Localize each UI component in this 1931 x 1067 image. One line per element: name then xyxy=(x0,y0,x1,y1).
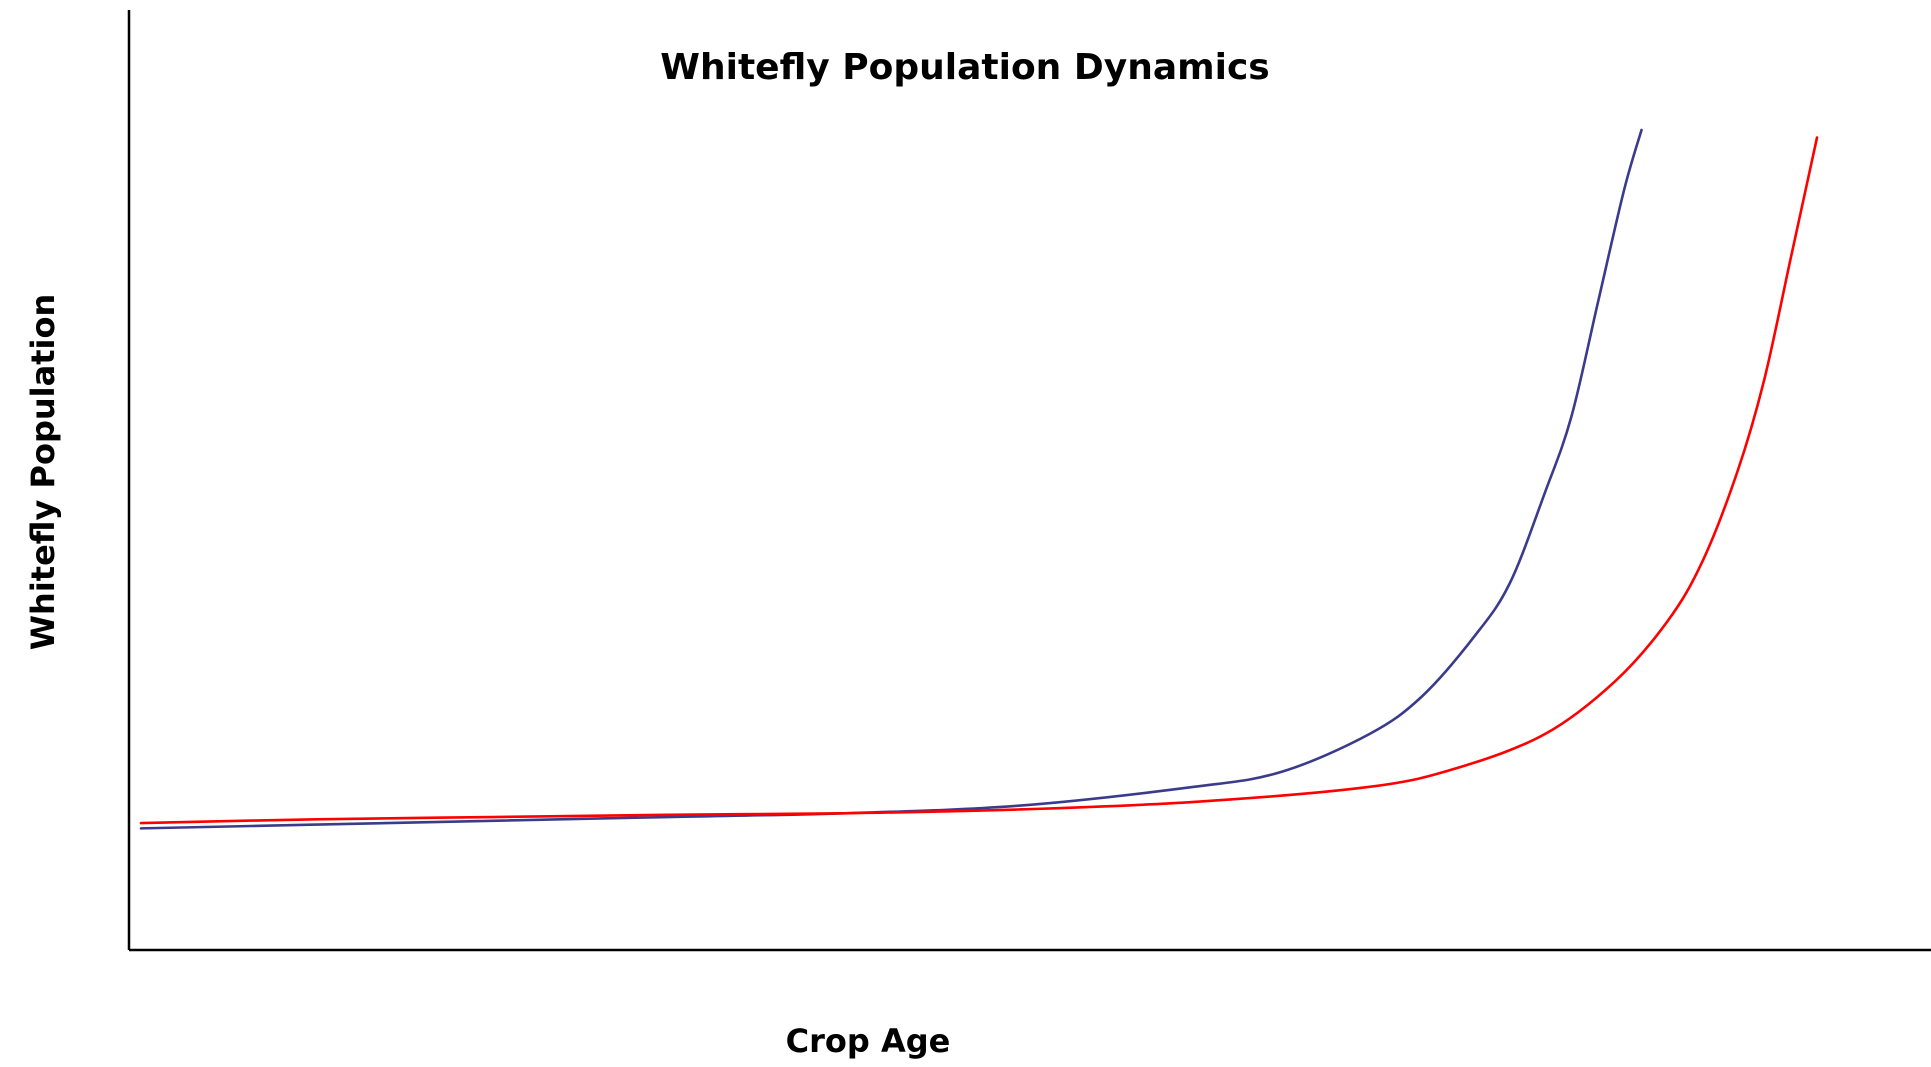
series-line-2 xyxy=(139,136,1819,825)
y-axis-label: Whitefly Population xyxy=(24,294,62,650)
series-line-1 xyxy=(139,128,1643,830)
chart-title: Whitefly Population Dynamics xyxy=(660,47,1269,88)
series-layer xyxy=(139,128,1819,830)
x-axis-label: Crop Age xyxy=(786,1022,951,1060)
